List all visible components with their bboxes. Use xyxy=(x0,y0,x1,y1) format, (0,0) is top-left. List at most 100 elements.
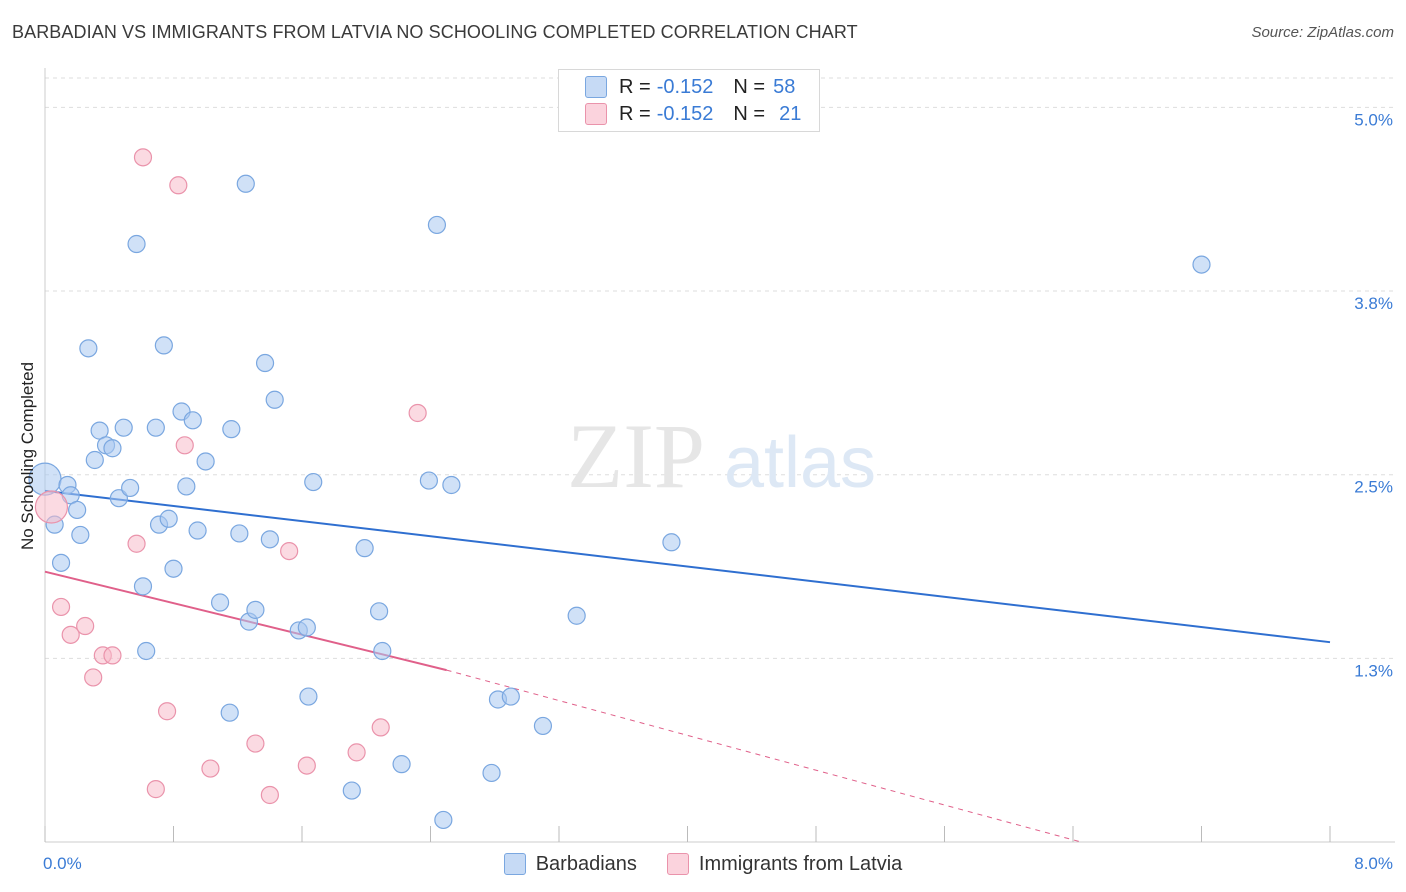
barbadian-point xyxy=(220,703,239,722)
latvia-point xyxy=(127,534,146,553)
barbadian-point xyxy=(133,577,153,596)
latvia-point xyxy=(146,780,165,799)
legend-n-label: N = xyxy=(733,75,766,98)
legend-r-label: R = xyxy=(619,102,651,125)
y-axis-label: No Schooling Completed xyxy=(18,361,37,551)
barbadian-point xyxy=(188,521,207,540)
barbadian-point xyxy=(373,641,392,661)
barbadian-point xyxy=(109,489,128,508)
watermark: ZIP atlas xyxy=(567,405,876,507)
barbadian-point xyxy=(127,234,146,254)
x-tick-label-min: 0.0% xyxy=(43,854,82,873)
barbadian-point xyxy=(419,471,438,490)
y-tick-label: 5.0% xyxy=(1354,110,1393,129)
legend-swatch-blue xyxy=(503,853,526,875)
latvia-point xyxy=(51,597,71,617)
legend-n-value: 21 xyxy=(779,102,802,125)
barbadian-point xyxy=(662,533,681,552)
barbadian-point xyxy=(164,559,183,578)
latvia-point xyxy=(61,625,80,644)
x-tick-label-max: 8.0% xyxy=(1354,854,1393,873)
legend-label-barbadians: Barbadians xyxy=(535,852,637,875)
y-tick-label: 2.5% xyxy=(1354,478,1393,497)
barbadian-point xyxy=(159,509,178,528)
latvia-trend-extension xyxy=(446,669,1082,843)
latvia-point xyxy=(169,176,188,195)
barbadian-point xyxy=(255,353,275,373)
axis-layer xyxy=(44,68,1395,843)
barbadian-point xyxy=(230,524,249,543)
legend-row-barbadians: R = -0.152 N = 58 xyxy=(585,75,795,99)
latvia-point xyxy=(133,148,153,167)
barbadian-point xyxy=(222,420,241,439)
barbadian-point xyxy=(501,687,520,706)
series-legend: Barbadians Immigrants from Latvia xyxy=(0,852,1406,876)
barbadian-point xyxy=(533,716,553,736)
barbadian-point xyxy=(103,439,122,458)
barbadian-point xyxy=(567,606,586,625)
barbadian-point xyxy=(392,755,411,774)
legend-swatch-pink xyxy=(666,853,689,875)
latvia-point xyxy=(157,702,177,721)
y-tick-label: 3.8% xyxy=(1354,294,1393,313)
legend-n-label: N = xyxy=(733,102,766,125)
barbadian-point xyxy=(342,781,361,800)
barbadian-point xyxy=(299,687,318,706)
barbadian-point xyxy=(1192,255,1211,274)
legend-r-value: -0.152 xyxy=(656,102,714,125)
barbadian-point xyxy=(355,539,374,558)
latvia-point xyxy=(175,436,194,455)
barbadian-point xyxy=(79,339,98,358)
barbadian-point xyxy=(177,477,196,496)
latvia-point xyxy=(371,718,390,737)
barbadian-point xyxy=(482,763,501,783)
correlation-legend: R = -0.152 N = 58 R = -0.152 N = 21 xyxy=(558,69,820,132)
chart-title: BARBADIAN VS IMMIGRANTS FROM LATVIA NO S… xyxy=(12,22,858,42)
barbadian-point xyxy=(304,472,323,492)
latvia-point xyxy=(280,541,299,561)
legend-r-value: -0.152 xyxy=(656,75,714,98)
source-label: Source: ZipAtlas.com xyxy=(1251,24,1394,41)
points-layer xyxy=(28,148,1211,830)
latvia-point xyxy=(408,403,427,423)
latvia-point xyxy=(260,785,279,805)
barbadian-point xyxy=(246,600,265,619)
barbadian-point xyxy=(71,525,90,545)
latvia-point xyxy=(76,616,95,636)
legend-row-latvia: R = -0.152 N = 21 xyxy=(585,102,801,126)
watermark-zip: ZIP xyxy=(567,405,705,507)
barbadian-point xyxy=(265,390,284,409)
legend-r-label: R = xyxy=(619,75,651,98)
latvia-point xyxy=(84,668,103,687)
barbadian-point xyxy=(114,418,133,437)
trend-layer xyxy=(44,489,1331,843)
barbadian-point xyxy=(121,478,140,498)
barbadian-point xyxy=(68,500,87,520)
barbadian-point xyxy=(85,450,104,470)
y-tick-label: 1.3% xyxy=(1354,661,1393,680)
barbadian-point xyxy=(427,215,447,235)
legend-label-latvia: Immigrants from Latvia xyxy=(698,852,903,875)
latvia-point xyxy=(246,734,265,753)
barbadian-point xyxy=(137,641,156,661)
legend-swatch-pink xyxy=(585,103,607,125)
barbadian-point xyxy=(236,174,255,193)
barbadian-point xyxy=(297,618,316,637)
latvia-point xyxy=(347,743,366,762)
barbadian-point xyxy=(210,593,230,612)
latvia-point xyxy=(201,759,220,778)
barbadian-point xyxy=(370,602,389,621)
legend-item-latvia: Immigrants from Latvia xyxy=(666,852,903,876)
barbadian-point xyxy=(260,530,279,549)
barbadian-point xyxy=(183,411,202,430)
barbadian-point xyxy=(146,418,165,437)
latvia-point xyxy=(297,756,316,775)
barbadian-trend-line xyxy=(44,489,1331,644)
legend-swatch-blue xyxy=(585,76,607,98)
latvia-point xyxy=(34,490,69,524)
legend-item-barbadians: Barbadians xyxy=(503,852,637,876)
legend-n-value: 58 xyxy=(773,75,796,98)
latvia-point xyxy=(103,646,122,665)
tick-label-layer: 1.3% 2.5% 3.8% 5.0% 0.0% 8.0% xyxy=(43,110,1393,873)
